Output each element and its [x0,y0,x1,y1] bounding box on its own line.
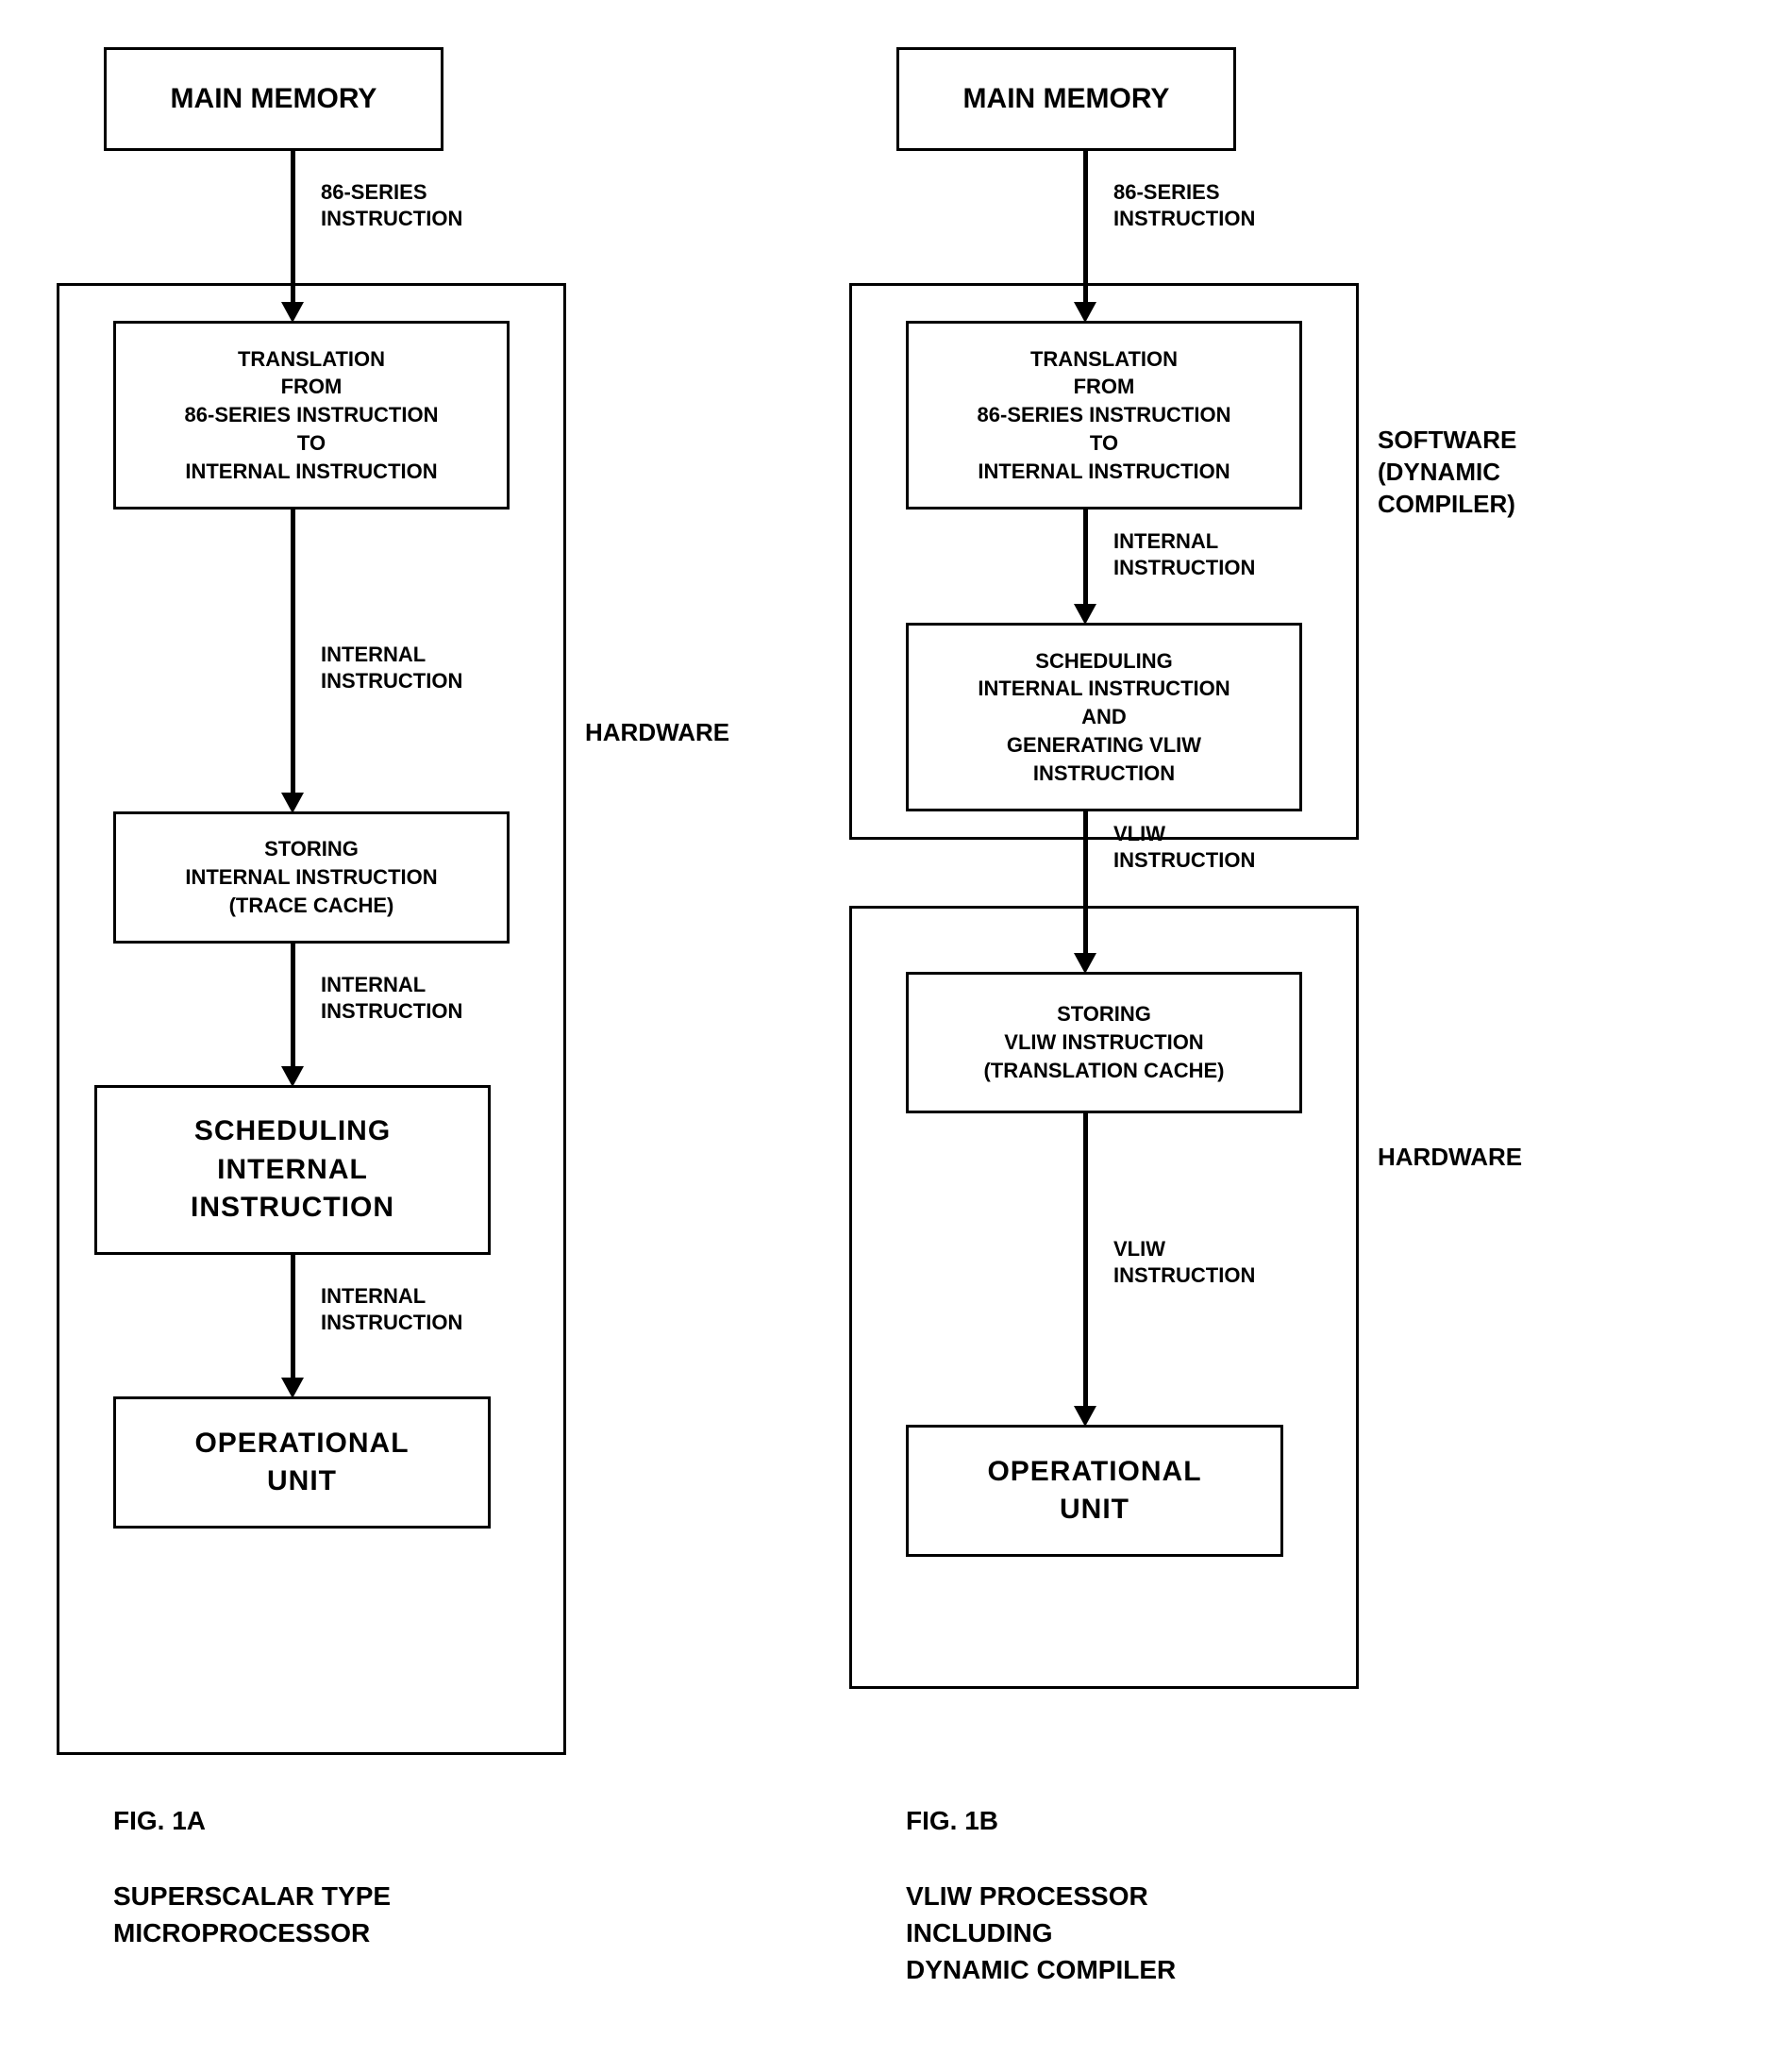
a-arrow2-label: INTERNAL INSTRUCTION [321,642,462,693]
a-op-box: OPERATIONAL UNIT [113,1396,491,1529]
b-sched-label: SCHEDULING INTERNAL INSTRUCTION AND GENE… [978,647,1230,787]
b-arrow2-head [1074,604,1096,625]
b-hardware-label: HARDWARE [1378,1142,1522,1174]
b-op-label: OPERATIONAL UNIT [987,1453,1201,1529]
a-arrow1-line [291,151,295,302]
a-translation-box: TRANSLATION FROM 86-SERIES INSTRUCTION T… [113,321,510,510]
b-arrow4-head [1074,1406,1096,1427]
b-arrow3-head [1074,953,1096,974]
a-arrow3-label: INTERNAL INSTRUCTION [321,972,462,1024]
a-arrow3-line [291,944,295,1066]
a-arrow4-line [291,1255,295,1378]
b-arrow1-line [1083,151,1088,302]
a-arrow2-head [281,793,304,813]
b-op-box: OPERATIONAL UNIT [906,1425,1283,1557]
a-title: SUPERSCALAR TYPE MICROPROCESSOR [113,1878,391,1951]
b-arrow3-line [1083,811,1088,953]
b-arrow1-head [1074,302,1096,323]
b-arrow2-line [1083,510,1088,604]
a-sched-box: SCHEDULING INTERNAL INSTRUCTION [94,1085,491,1255]
a-sched-label: SCHEDULING INTERNAL INSTRUCTION [191,1112,394,1228]
a-main-memory-box: MAIN MEMORY [104,47,443,151]
b-main-memory-box: MAIN MEMORY [896,47,1236,151]
a-arrow4-label: INTERNAL INSTRUCTION [321,1283,462,1335]
b-arrow1-label: 86-SERIES INSTRUCTION [1113,179,1255,231]
b-translation-box: TRANSLATION FROM 86-SERIES INSTRUCTION T… [906,321,1302,510]
b-arrow4-line [1083,1113,1088,1406]
a-arrow2-line [291,510,295,793]
b-arrow4-label: VLIW INSTRUCTION [1113,1236,1255,1288]
b-title: VLIW PROCESSOR INCLUDING DYNAMIC COMPILE… [906,1878,1176,1989]
a-op-label: OPERATIONAL UNIT [194,1425,409,1501]
a-fig-label: FIG. 1A [113,1802,206,1839]
a-hardware-label: HARDWARE [585,717,729,749]
b-translation-label: TRANSLATION FROM 86-SERIES INSTRUCTION T… [978,345,1231,485]
b-main-memory-label: MAIN MEMORY [963,80,1170,119]
a-arrow1-head [281,302,304,323]
b-sched-box: SCHEDULING INTERNAL INSTRUCTION AND GENE… [906,623,1302,811]
a-arrow4-head [281,1378,304,1398]
b-fig-label: FIG. 1B [906,1802,998,1839]
b-store-label: STORING VLIW INSTRUCTION (TRANSLATION CA… [983,1000,1224,1084]
diagram-canvas: MAIN MEMORY HARDWARE 86-SERIES INSTRUCTI… [38,38,1752,2034]
b-store-box: STORING VLIW INSTRUCTION (TRANSLATION CA… [906,972,1302,1113]
b-arrow3-label: VLIW INSTRUCTION [1113,821,1255,873]
a-translation-label: TRANSLATION FROM 86-SERIES INSTRUCTION T… [185,345,439,485]
a-arrow1-label: 86-SERIES INSTRUCTION [321,179,462,231]
a-store-box: STORING INTERNAL INSTRUCTION (TRACE CACH… [113,811,510,944]
a-store-label: STORING INTERNAL INSTRUCTION (TRACE CACH… [185,835,437,919]
b-arrow2-label: INTERNAL INSTRUCTION [1113,528,1255,580]
b-software-label: SOFTWARE (DYNAMIC COMPILER) [1378,425,1516,520]
a-arrow3-head [281,1066,304,1087]
a-main-memory-label: MAIN MEMORY [171,80,377,119]
